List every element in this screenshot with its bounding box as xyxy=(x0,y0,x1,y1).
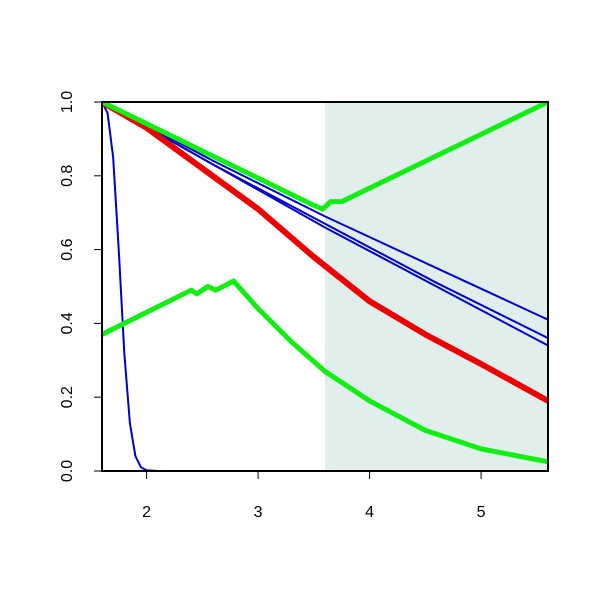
x-tick-label: 5 xyxy=(477,504,486,521)
y-tick-label: 0.0 xyxy=(59,460,76,482)
x-tick-label: 2 xyxy=(142,504,151,521)
y-tick-label: 0.2 xyxy=(59,386,76,408)
plot-frame xyxy=(101,101,549,472)
y-tick-label: 1.0 xyxy=(59,91,76,113)
line xyxy=(102,102,548,212)
line xyxy=(102,102,548,404)
x-tick-label: 3 xyxy=(254,504,263,521)
line xyxy=(102,278,548,465)
y-tick-label: 0.6 xyxy=(59,238,76,260)
x-tick-label: 4 xyxy=(365,504,374,521)
y-tick-label: 0.8 xyxy=(59,165,76,187)
line xyxy=(102,102,548,321)
y-tick-label: 0.4 xyxy=(59,312,76,334)
line xyxy=(102,102,548,347)
